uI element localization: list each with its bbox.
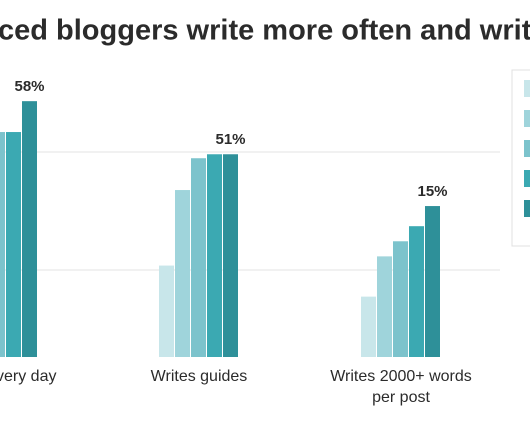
legend-swatch (524, 110, 530, 127)
legend-swatch (524, 80, 530, 97)
bar (207, 154, 222, 357)
bar (425, 206, 440, 357)
bar (22, 101, 37, 357)
bar (409, 226, 424, 357)
x-tick-label: per post (372, 389, 430, 406)
bar (175, 190, 190, 357)
legend-swatch (524, 200, 530, 217)
bar (159, 265, 174, 357)
legend-swatch (524, 170, 530, 187)
value-label: 51% (215, 131, 245, 148)
x-tick-label: Writes 2000+ words (330, 368, 472, 385)
value-label: 15% (417, 183, 447, 200)
bar (191, 158, 206, 357)
bar (361, 296, 376, 357)
x-tick-label: very day (0, 368, 56, 385)
bar (393, 241, 408, 357)
legend-swatch (524, 140, 530, 157)
chart-title: ced bloggers write more often and writ (0, 15, 530, 47)
bar (377, 256, 392, 357)
x-tick-label: Writes guides (151, 368, 248, 385)
bar (6, 132, 21, 357)
value-label: 58% (14, 78, 44, 95)
bar (0, 132, 5, 357)
bar (223, 154, 238, 357)
